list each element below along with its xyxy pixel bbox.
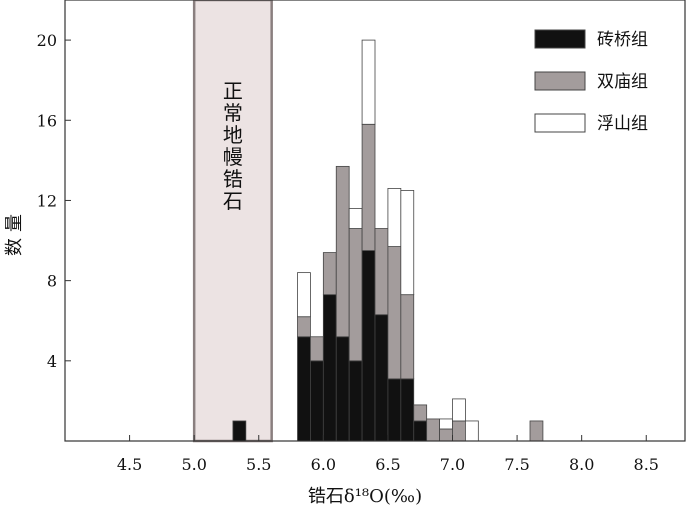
bar-segment-0-bin-6.2 xyxy=(348,360,363,442)
bar-segment-0-bin-5.9 xyxy=(310,360,324,442)
bar-segment-1-bin-5.8 xyxy=(297,316,311,338)
bar-segment-0-bin-5.8 xyxy=(297,336,311,442)
bar-segment-1-bin-6.9 xyxy=(439,428,453,442)
bar-segment-1-bin-6.0 xyxy=(322,252,337,296)
x-tick-label: 7.5 xyxy=(504,455,529,474)
bar-segment-2-bin-6.5 xyxy=(387,188,402,247)
bar-segment-1-bin-7.0 xyxy=(452,420,466,442)
bar-segment-0-bin-6.0 xyxy=(322,294,337,442)
bar-segment-2-bin-7.0 xyxy=(452,398,466,422)
normal-mantle-band xyxy=(192,0,273,443)
bar-segment-1-bin-6.4 xyxy=(374,228,389,316)
x-tick-label: 4.5 xyxy=(117,455,142,474)
bar-segment-2-bin-7.1 xyxy=(465,420,479,442)
bar-segment-0-bin-6.1 xyxy=(335,336,350,442)
bar-segment-0-bin-6.7 xyxy=(413,420,428,442)
bar-segment-1-bin-6.8 xyxy=(426,418,440,442)
normal-mantle-band-group: 正常地幔锆石 xyxy=(192,0,273,443)
y-tick-label: 20 xyxy=(37,31,57,50)
x-tick-label: 6.5 xyxy=(375,455,400,474)
x-ticks-group: 4.5 5.0 5.5 6.0 6.5 7.0 7.5 8.0 8.5 xyxy=(117,435,659,474)
x-tick-label: 5.5 xyxy=(246,455,271,474)
bar-segment-2-bin-6.6 xyxy=(400,190,415,296)
bar-segment-2-bin-6.9 xyxy=(439,418,453,430)
bar-segment-0-bin-6.6 xyxy=(400,378,415,442)
y-axis-title: 数量 xyxy=(4,208,25,256)
bar-segment-1-bin-6.7 xyxy=(413,404,428,422)
bar-segment-1-bin-7.6 xyxy=(529,420,544,442)
bar-segment-0-bin-5.3 xyxy=(232,420,247,442)
y-tick-label: 16 xyxy=(37,111,57,130)
bars-group xyxy=(232,39,544,442)
x-tick-label: 8.5 xyxy=(634,455,659,474)
bar-segment-1-bin-6.3 xyxy=(361,123,376,251)
y-ticks-group: 4 8 12 16 20 xyxy=(37,31,71,371)
bar-segment-1-bin-6.6 xyxy=(400,294,415,380)
legend-label-2: 浮山组 xyxy=(597,114,648,134)
bar-segment-2-bin-6.3 xyxy=(361,39,376,125)
x-tick-label: 7.0 xyxy=(440,455,465,474)
bar-segment-1-bin-6.2 xyxy=(348,228,363,362)
legend-swatch-2 xyxy=(534,113,586,133)
bar-segment-1-bin-6.5 xyxy=(387,246,402,380)
legend-label-0: 砖桥组 xyxy=(597,30,648,50)
x-tick-label: 6.0 xyxy=(311,455,336,474)
legend-label-1: 双庙组 xyxy=(597,72,648,92)
bar-segment-0-bin-6.5 xyxy=(387,378,402,442)
x-tick-label: 5.0 xyxy=(181,455,206,474)
y-tick-label: 4 xyxy=(47,352,57,371)
legend-swatch-1 xyxy=(534,71,586,91)
legend-swatch-0 xyxy=(534,29,586,49)
bar-segment-1-bin-5.9 xyxy=(310,336,324,362)
bar-segment-2-bin-6.2 xyxy=(348,208,363,229)
normal-mantle-band-label: 正常地幔锆石 xyxy=(223,79,243,213)
y-tick-label: 8 xyxy=(47,272,57,291)
x-tick-label: 8.0 xyxy=(569,455,594,474)
bar-segment-0-bin-6.4 xyxy=(374,314,389,442)
bar-segment-0-bin-6.3 xyxy=(361,250,376,442)
x-axis-title: 锆石δ¹⁸O(‰) xyxy=(308,486,422,507)
plot-frame xyxy=(64,0,686,442)
bar-segment-2-bin-5.8 xyxy=(297,272,311,318)
y-tick-label: 12 xyxy=(37,191,57,210)
bar-segment-1-bin-6.1 xyxy=(335,165,350,338)
